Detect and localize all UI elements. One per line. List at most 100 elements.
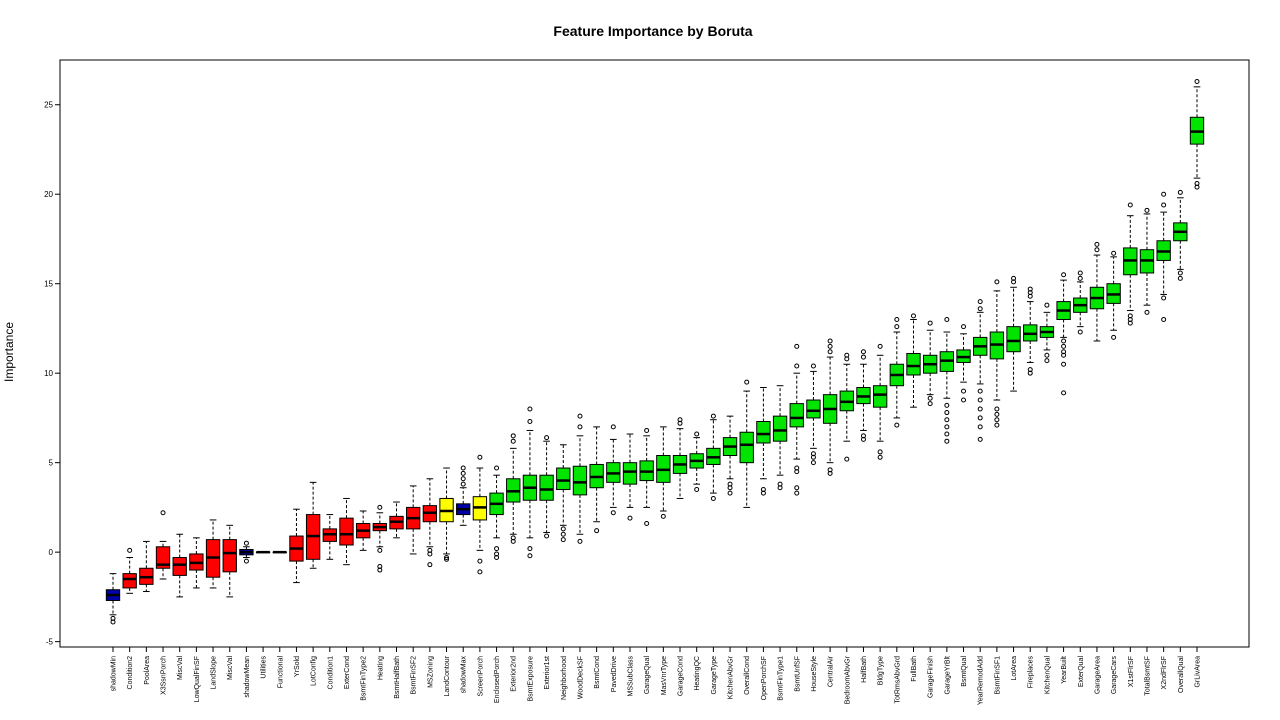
outlier-point: [694, 431, 700, 437]
y-axis: -5 0 5 10 15 20 25: [44, 101, 61, 647]
x-tick-label: OpenPorchSF: [761, 656, 768, 700]
outlier-point: [727, 490, 733, 496]
box-GrLivArea: [1189, 78, 1205, 190]
outlier-point: [977, 306, 983, 312]
box-CentralAir: [822, 338, 838, 476]
outlier-point: [944, 438, 950, 444]
x-tick-label: Heating: [377, 656, 384, 680]
outlier-point: [594, 528, 600, 534]
outlier-point: [810, 454, 816, 460]
outlier-point: [877, 343, 883, 349]
box-body: [122, 573, 137, 589]
y-tick-label: 5: [49, 459, 54, 468]
outlier-point: [1094, 247, 1100, 253]
box-body: [572, 465, 588, 496]
box-LotConfig: [305, 481, 321, 569]
y-tick-label: 25: [44, 101, 53, 110]
x-tick-label: LotArea: [1011, 656, 1018, 681]
box-LowQualFinSF: [189, 537, 204, 589]
outlier-point: [1061, 338, 1067, 344]
x-tick-label: BsmtQual: [961, 656, 968, 687]
box-body: [739, 431, 754, 464]
outlier-point: [1127, 202, 1133, 208]
outlier-point: [510, 438, 516, 444]
outlier-point: [794, 485, 800, 491]
outlier-point: [927, 395, 933, 401]
x-tick-label: LandSlope: [211, 656, 218, 690]
box-LotArea: [1006, 275, 1021, 392]
outlier-point: [910, 313, 916, 319]
x-tick-label: BsmtUnfSF: [794, 656, 801, 692]
box-HouseStyle: [806, 363, 821, 466]
box-X2ndFlrSF: [1156, 191, 1171, 322]
box-body: [539, 474, 554, 501]
box-OpenPorchSF: [756, 387, 771, 496]
outlier-point: [894, 316, 900, 322]
x-tick-label: GarageYrBlt: [944, 656, 951, 695]
outlier-point: [377, 567, 383, 573]
x-tick-label: KitchenQual: [1044, 656, 1051, 695]
outlier-point: [827, 349, 833, 355]
x-tick-label: GarageType: [711, 656, 718, 695]
x-tick-label: GarageCars: [1111, 656, 1118, 695]
outlier-point: [961, 388, 967, 394]
outlier-point: [1144, 207, 1150, 213]
outlier-point: [927, 320, 933, 326]
x-tick-label: MiscVal: [227, 656, 234, 680]
x-tick-label: Functional: [277, 656, 284, 689]
outlier-point: [527, 546, 533, 552]
outlier-point: [627, 515, 633, 521]
box-MiscVal: [222, 524, 237, 598]
outlier-point: [860, 436, 866, 442]
outlier-point: [243, 558, 249, 564]
box-body: [622, 462, 638, 485]
x-tick-label: ExterCond: [344, 656, 351, 689]
x-tick-label: EnclosedPorch: [494, 656, 501, 703]
chart-title: Feature Importance by Boruta: [553, 23, 752, 39]
box-MasVnrType: [656, 426, 671, 519]
outlier-point: [710, 413, 716, 419]
x-tick-label: shadowMax: [461, 656, 468, 694]
y-tick-label: -5: [46, 638, 54, 647]
outlier-point: [427, 562, 433, 568]
outlier-point: [694, 487, 700, 493]
y-tick-label: 15: [44, 280, 53, 289]
box-BsmtCond: [589, 426, 604, 534]
outlier-point: [460, 465, 466, 471]
outlier-point: [860, 354, 866, 360]
outlier-point: [810, 460, 816, 466]
outlier-point: [1061, 390, 1067, 396]
outlier-point: [944, 402, 950, 408]
box-body: [906, 353, 921, 376]
box-Functional: [272, 550, 287, 554]
boxes: [105, 78, 1205, 625]
outlier-point: [610, 510, 616, 516]
outlier-point: [1027, 286, 1033, 292]
x-tick-label: X2ndFlrSF: [1161, 656, 1168, 689]
outlier-point: [1127, 320, 1133, 326]
box-ExterCond: [339, 497, 354, 566]
outlier-point: [844, 352, 850, 358]
box-Fireplaces: [1023, 286, 1038, 376]
box-BldgType: [872, 343, 888, 460]
x-tick-label: PavedDrive: [611, 656, 618, 692]
box-MiscVal: [172, 533, 187, 598]
x-tick-label: CentralAir: [828, 655, 835, 687]
outlier-point: [1161, 191, 1167, 197]
box-body: [872, 385, 888, 408]
x-tick-label: OverallQual: [1178, 656, 1185, 693]
x-tick-label: LowQualFinSF: [194, 656, 201, 702]
x-tick-label: KitchenAbvGr: [728, 655, 735, 699]
box-BsmtQual: [956, 324, 971, 403]
x-tick-label: Neighborhood: [561, 656, 568, 700]
box-body: [339, 517, 354, 546]
box-Utilities: [255, 550, 271, 554]
outlier-point: [944, 417, 950, 423]
outlier-point: [1094, 241, 1100, 247]
box-shadowMax: [456, 465, 471, 526]
box-BsmtUnfSF: [789, 343, 804, 496]
outlier-point: [994, 411, 1000, 417]
box-body: [806, 399, 821, 419]
box-BsmtExposure: [522, 406, 538, 559]
box-PavedDrive: [606, 424, 621, 516]
